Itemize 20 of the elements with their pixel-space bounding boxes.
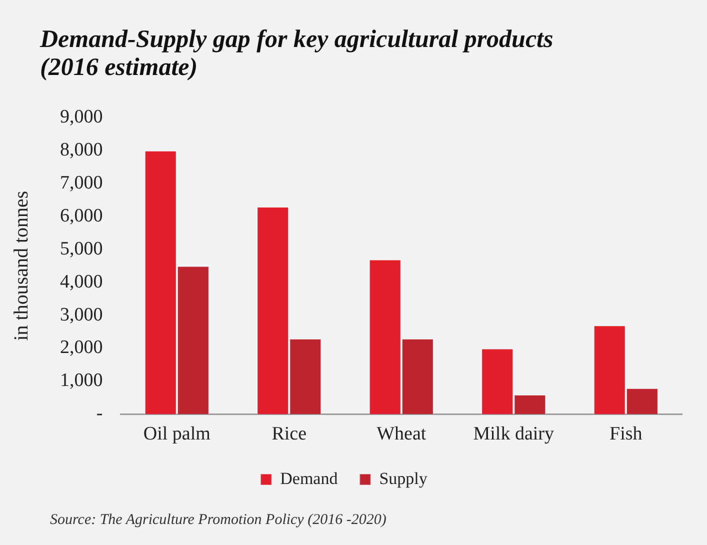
x-tick-label: Milk dairy [473, 424, 554, 445]
x-tick-label: Fish [610, 424, 643, 445]
y-tick-label: 6,000 [60, 205, 103, 226]
x-tick-label: Oil palm [143, 424, 211, 445]
y-tick-label: 1,000 [60, 370, 103, 392]
y-tick-label: 7,000 [60, 172, 103, 194]
legend-label: Supply [379, 468, 428, 488]
y-tick-label: 5,000 [60, 238, 103, 260]
x-tick-label: Wheat [376, 424, 427, 445]
y-tick-label: - [96, 403, 103, 424]
y-axis-title: in thousand tonnes [10, 190, 32, 341]
y-tick-label: 3,000 [60, 304, 103, 326]
x-tick-label: Rice [272, 424, 307, 445]
y-tick-label: 2,000 [60, 337, 103, 358]
legend-label: Demand [280, 468, 338, 488]
y-tick-label: 9,000 [60, 106, 103, 128]
source-note: Source: The Agriculture Promotion Policy (2016 -2020) [50, 512, 386, 529]
y-tick-label: 4,000 [60, 271, 103, 292]
chart-title: Demand-Supply gap for key agricultural products (2016 estimate) [40, 26, 554, 82]
y-tick-label: 8,000 [60, 139, 103, 160]
